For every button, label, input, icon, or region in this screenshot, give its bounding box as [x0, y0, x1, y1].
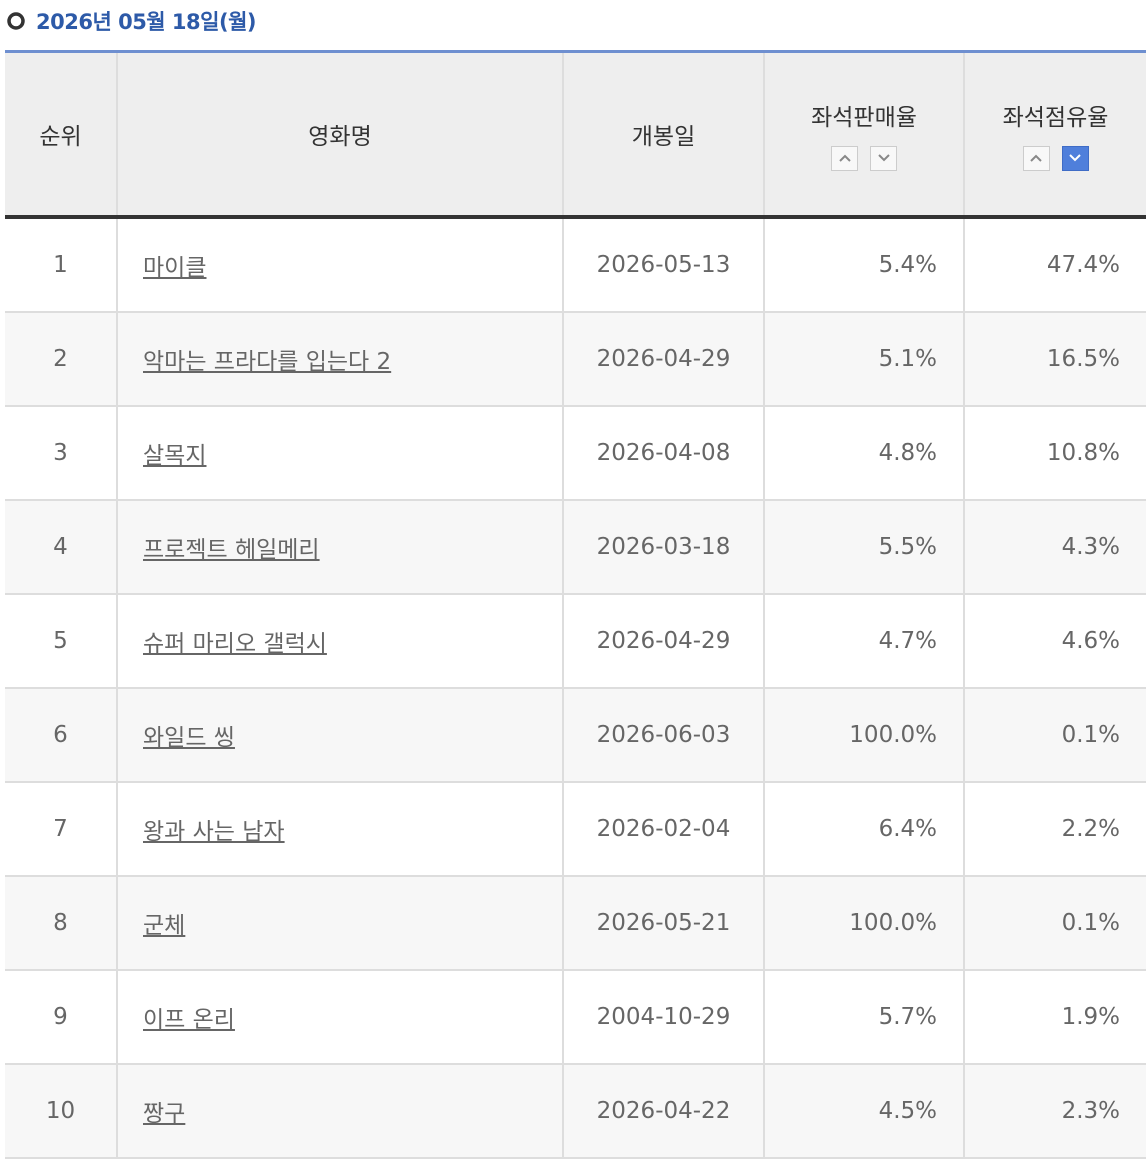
cell: 군체: [116, 876, 563, 971]
release-date: 2026-04-29: [562, 594, 764, 689]
cell: 프로젝트 헤일메리: [116, 500, 563, 595]
seat-share: 1.9%: [963, 970, 1146, 1065]
cell: 마이클: [116, 217, 563, 313]
movie-link[interactable]: 프로젝트 헤일메리: [143, 537, 320, 563]
table-row: 8 군체 2026-05-21 100.0% 0.1%: [5, 876, 1146, 971]
column-header-sortable: 좌석점유율: [963, 51, 1146, 219]
seat-sales-rate: 100.0%: [763, 688, 964, 783]
circle-icon: [7, 12, 25, 30]
movie-link[interactable]: 이프 온리: [143, 1007, 235, 1033]
release-date: 2026-04-29: [562, 312, 764, 407]
table-row: 4 프로젝트 헤일메리 2026-03-18 5.5% 4.3%: [5, 500, 1146, 595]
seat-share: 4.3%: [963, 500, 1146, 595]
seat-sales-rate: 5.4%: [763, 217, 964, 313]
cell: 짱구: [116, 1064, 563, 1159]
release-date: 2026-05-13: [562, 217, 764, 313]
release-date: 2026-06-03: [562, 688, 764, 783]
seat-sales-rate: 5.1%: [763, 312, 964, 407]
seat-share: 0.1%: [963, 688, 1146, 783]
rank: 6: [5, 688, 117, 783]
table-row: 1 마이클 2026-05-13 5.4% 47.4%: [5, 217, 1146, 313]
release-date: 2026-02-04: [562, 782, 764, 877]
cell: 슈퍼 마리오 갤럭시: [116, 594, 563, 689]
table-row: 9 이프 온리 2004-10-29 5.7% 1.9%: [5, 970, 1146, 1065]
seat-sales-rate: 4.7%: [763, 594, 964, 689]
box-office-table: 순위 영화명 개봉일 좌석판매율 좌석점유율 1 마이클 2026-05-13 5.4…: [5, 50, 1146, 1159]
sort-controls: [966, 145, 1145, 171]
seat-sales-rate: 5.7%: [763, 970, 964, 1065]
release-date: 2026-03-18: [562, 500, 764, 595]
rank: 8: [5, 876, 117, 971]
seat-sales-rate: 6.4%: [763, 782, 964, 877]
rank: 1: [5, 217, 117, 313]
movie-link[interactable]: 슈퍼 마리오 갤럭시: [143, 631, 327, 657]
date-title: 2026년 05월 18일(월): [36, 10, 257, 34]
rank: 3: [5, 406, 117, 501]
seat-share: 16.5%: [963, 312, 1146, 407]
table-row: 6 와일드 씽 2026-06-03 100.0% 0.1%: [5, 688, 1146, 783]
cell: 와일드 씽: [116, 688, 563, 783]
cell: 왕과 사는 남자: [116, 782, 563, 877]
cell: 이프 온리: [116, 970, 563, 1065]
sort-desc-button[interactable]: [870, 145, 897, 171]
seat-sales-rate: 5.5%: [763, 500, 964, 595]
seat-share: 47.4%: [963, 217, 1146, 313]
column-label: 좌석판매율: [811, 104, 917, 131]
sort-asc-button[interactable]: [831, 145, 858, 171]
rank: 4: [5, 500, 117, 595]
movie-link[interactable]: 살목지: [143, 443, 207, 469]
sort-asc-button[interactable]: [1022, 145, 1050, 171]
table-row: 2 악마는 프라다를 입는다 2 2026-04-29 5.1% 16.5%: [5, 312, 1146, 407]
sort-controls: [766, 145, 962, 171]
sort-desc-button-active[interactable]: [1061, 145, 1089, 171]
seat-share: 2.2%: [963, 782, 1146, 877]
column-header: 개봉일: [562, 51, 764, 219]
release-date: 2026-05-21: [562, 876, 764, 971]
release-date: 2004-10-29: [562, 970, 764, 1065]
seat-share: 4.6%: [963, 594, 1146, 689]
movie-link[interactable]: 마이클: [143, 255, 207, 281]
rank: 10: [5, 1064, 117, 1159]
table-body: 1 마이클 2026-05-13 5.4% 47.4% 2 악마는 프라다를 입는다 2 20…: [5, 217, 1146, 1159]
seat-sales-rate: 100.0%: [763, 876, 964, 971]
seat-sales-rate: 4.5%: [763, 1064, 964, 1159]
cell: 살목지: [116, 406, 563, 501]
table-row: 7 왕과 사는 남자 2026-02-04 6.4% 2.2%: [5, 782, 1146, 877]
column-header: 순위: [5, 51, 117, 219]
seat-share: 2.3%: [963, 1064, 1146, 1159]
table-row: 5 슈퍼 마리오 갤럭시 2026-04-29 4.7% 4.6%: [5, 594, 1146, 689]
release-date: 2026-04-22: [562, 1064, 764, 1159]
table-row: 10 짱구 2026-04-22 4.5% 2.3%: [5, 1064, 1146, 1159]
seat-sales-rate: 4.8%: [763, 406, 964, 501]
movie-link[interactable]: 와일드 씽: [143, 725, 235, 751]
rank: 9: [5, 970, 117, 1065]
release-date: 2026-04-08: [562, 406, 764, 501]
seat-share: 0.1%: [963, 876, 1146, 971]
movie-link[interactable]: 악마는 프라다를 입는다 2: [143, 349, 392, 375]
column-header: 영화명: [116, 51, 563, 219]
movie-link[interactable]: 군체: [143, 913, 186, 939]
table-row: 3 살목지 2026-04-08 4.8% 10.8%: [5, 406, 1146, 501]
rank: 7: [5, 782, 117, 877]
column-header-sortable: 좌석판매율: [763, 51, 964, 219]
movie-link[interactable]: 짱구: [143, 1101, 186, 1127]
table-head: 순위 영화명 개봉일 좌석판매율 좌석점유율: [5, 51, 1146, 219]
date-header: 2026년 05월 18일(월): [0, 0, 1146, 46]
rank: 2: [5, 312, 117, 407]
cell: 악마는 프라다를 입는다 2: [116, 312, 563, 407]
rank: 5: [5, 594, 117, 689]
header-row: 순위 영화명 개봉일 좌석판매율 좌석점유율: [5, 51, 1146, 219]
seat-share: 10.8%: [963, 406, 1146, 501]
movie-link[interactable]: 왕과 사는 남자: [143, 819, 285, 845]
column-label: 좌석점유율: [1002, 104, 1109, 131]
